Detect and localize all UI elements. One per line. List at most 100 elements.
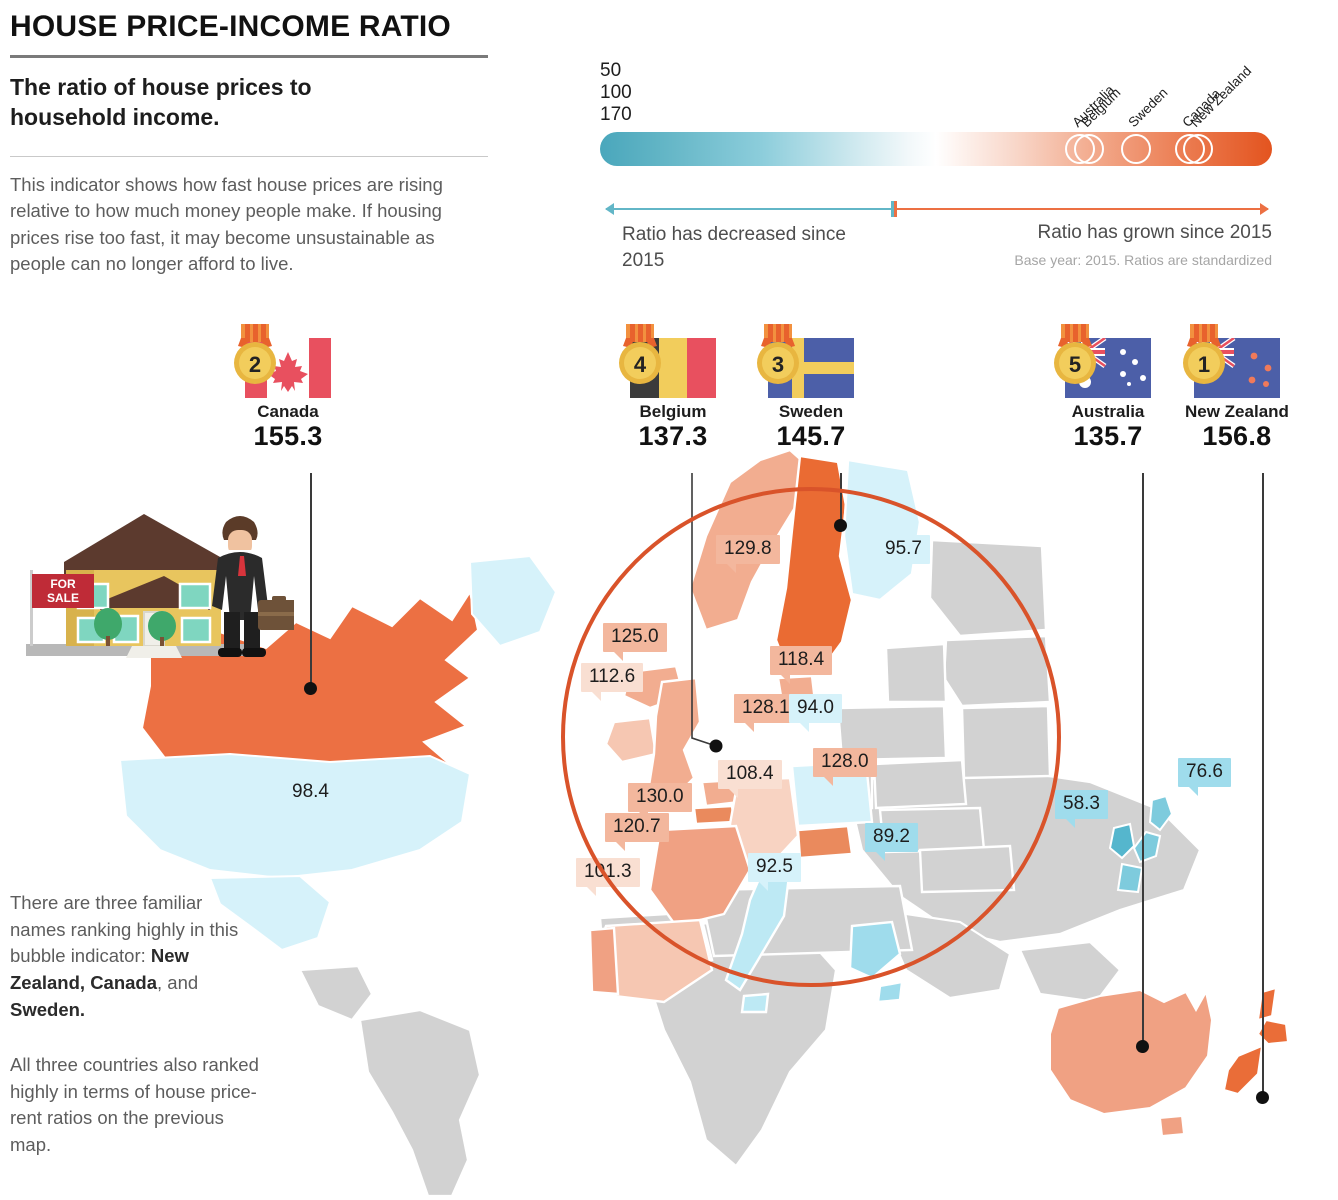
map-point-new-zealand bbox=[1256, 1091, 1269, 1104]
map-region-portugal bbox=[588, 926, 620, 996]
map-label-netherlands: 128.1 bbox=[734, 694, 798, 732]
businessman-figure bbox=[212, 516, 294, 657]
map-region-greenland bbox=[468, 554, 558, 648]
for-sale-sign-line1: FOR bbox=[50, 577, 76, 591]
legend-marker-belgium bbox=[1074, 134, 1105, 164]
medal-rank-3: 3 bbox=[752, 324, 804, 386]
map-region-greece bbox=[848, 920, 902, 980]
legend-caption-increase: Ratio has grown since 2015 bbox=[1037, 222, 1272, 243]
map-region-ireland bbox=[604, 716, 658, 764]
map-region-france bbox=[648, 824, 752, 928]
connector-sweden bbox=[840, 473, 842, 525]
page-subtitle: The ratio of house prices to household i… bbox=[10, 74, 312, 131]
legend-axis-decrease bbox=[605, 203, 894, 215]
map-label-iceland: 125.0 bbox=[603, 623, 667, 661]
flag-canada: 2 bbox=[234, 324, 331, 398]
badge-value-belgium: 137.3 bbox=[638, 421, 708, 451]
badge-country-name-australia: Australia bbox=[1071, 402, 1145, 421]
map-region-belgium bbox=[692, 804, 736, 826]
subtitle-divider bbox=[10, 156, 488, 157]
connector-canada bbox=[310, 473, 312, 688]
map-region-australia bbox=[1049, 988, 1214, 1116]
map-label-czechia: 128.0 bbox=[813, 748, 877, 786]
legend-axis-midtick-left bbox=[891, 201, 894, 217]
badge-sweden[interactable]: 3 Sweden 145.7 bbox=[757, 324, 854, 452]
svg-text:1: 1 bbox=[1198, 352, 1210, 377]
title-divider bbox=[10, 55, 488, 58]
map-label-greece: 89.2 bbox=[865, 823, 918, 861]
map-region-new-zealand bbox=[1256, 986, 1278, 1022]
map-region-united-states bbox=[118, 752, 472, 880]
map-label-portugal: 120.7 bbox=[605, 813, 669, 851]
medal-rank-4: 4 bbox=[614, 324, 666, 386]
legend-marker-new-zealand bbox=[1183, 134, 1214, 164]
note-bottom: All three countries also ranked highly i… bbox=[10, 1054, 259, 1155]
house-illustration: FOR SALE bbox=[26, 514, 294, 658]
map-region-czechia bbox=[796, 824, 854, 860]
map-label-spain: 101.3 bbox=[576, 858, 640, 896]
flag-australia: 5 bbox=[1054, 324, 1151, 398]
flag-new-zealand: 1 bbox=[1182, 324, 1280, 398]
map-label-japan: 76.6 bbox=[1178, 758, 1231, 796]
badge-new-zealand[interactable]: 1 New Zealand 156.8 bbox=[1182, 324, 1289, 452]
map-label-italy: 92.5 bbox=[748, 853, 801, 891]
page-title: HOUSE PRICE-INCOME RATIO bbox=[10, 10, 451, 43]
legend-axis-midtick-right bbox=[894, 201, 897, 217]
note-highlight-countries: New Zealand, Canada bbox=[10, 945, 189, 993]
medal-rank-5: 5 bbox=[1049, 324, 1101, 386]
map-label-norway: 129.8 bbox=[716, 535, 780, 573]
map-region-japan bbox=[1148, 794, 1174, 832]
for-sale-sign-line2: SALE bbox=[47, 591, 79, 605]
connector-new-zealand bbox=[1262, 473, 1264, 1097]
badge-value-new-zealand: 156.8 bbox=[1202, 421, 1272, 451]
badge-value-sweden: 145.7 bbox=[776, 421, 846, 451]
map-region-japan-2 bbox=[1132, 830, 1162, 864]
legend-marker-sweden bbox=[1121, 134, 1152, 164]
legend-tick-mid: 100 bbox=[600, 82, 632, 103]
flag-sweden: 3 bbox=[757, 324, 854, 398]
svg-text:2: 2 bbox=[249, 352, 261, 377]
badge-canada[interactable]: 2 Canada 155.3 bbox=[234, 324, 331, 452]
svg-text:3: 3 bbox=[772, 352, 784, 377]
europe-inset bbox=[588, 448, 1052, 1014]
map-label-korea: 58.3 bbox=[1055, 790, 1108, 828]
badge-value-canada: 155.3 bbox=[253, 421, 323, 451]
map-label-germany: 108.4 bbox=[718, 760, 782, 798]
map-region-japan-3 bbox=[1116, 862, 1144, 894]
badge-country-name-canada: Canada bbox=[257, 402, 319, 421]
medal-rank-2: 2 bbox=[229, 324, 281, 386]
map-label-poland: 94.0 bbox=[789, 694, 842, 732]
badge-belgium[interactable]: 4 Belgium 137.3 bbox=[619, 324, 716, 452]
svg-text:5: 5 bbox=[1069, 352, 1081, 377]
legend-axis-increase bbox=[896, 203, 1269, 215]
note-top: There are three familiar names ranking h… bbox=[10, 892, 239, 1020]
map-region-greece-2 bbox=[876, 980, 904, 1004]
svg-text:4: 4 bbox=[634, 352, 647, 377]
map-region-new-zealand-3 bbox=[1222, 1044, 1264, 1096]
badge-country-name-new-zealand: New Zealand bbox=[1185, 402, 1289, 421]
medal-rank-1: 1 bbox=[1178, 324, 1230, 386]
legend-tick-min: 50 bbox=[600, 60, 622, 81]
map-label-denmark: 118.4 bbox=[770, 646, 833, 684]
map-point-sweden bbox=[834, 519, 847, 532]
map-label-united-states: 98.4 bbox=[284, 778, 337, 816]
map-region-tasmania bbox=[1158, 1114, 1186, 1138]
map-region-oceania bbox=[1049, 986, 1290, 1138]
connector-australia bbox=[1142, 473, 1144, 1046]
map-region-italy bbox=[724, 866, 792, 992]
map-region-east-asia bbox=[1108, 794, 1174, 894]
legend-tick-max: 170 bbox=[600, 104, 632, 125]
map-label-ireland: 112.6 bbox=[581, 663, 644, 701]
map-region-mexico bbox=[208, 874, 332, 952]
legend-caption-decrease: Ratio has decreased since 2015 bbox=[622, 224, 846, 271]
map-point-australia bbox=[1136, 1040, 1149, 1053]
legend-gradient-bar bbox=[600, 132, 1272, 166]
map-label-france: 130.0 bbox=[628, 783, 692, 821]
map-label-finland: 95.7 bbox=[877, 535, 930, 573]
legend: Australia Belgium Sweden Canada New Zealand … bbox=[600, 60, 1290, 290]
note-highlight-sweden: Sweden. bbox=[10, 998, 86, 1020]
map-region-finland bbox=[842, 458, 922, 602]
map-region-korea bbox=[1108, 822, 1136, 860]
legend-source-note: Base year: 2015. Ratios are standardized bbox=[1014, 252, 1272, 268]
badge-australia[interactable]: 5 Australia 135.7 bbox=[1054, 324, 1151, 452]
